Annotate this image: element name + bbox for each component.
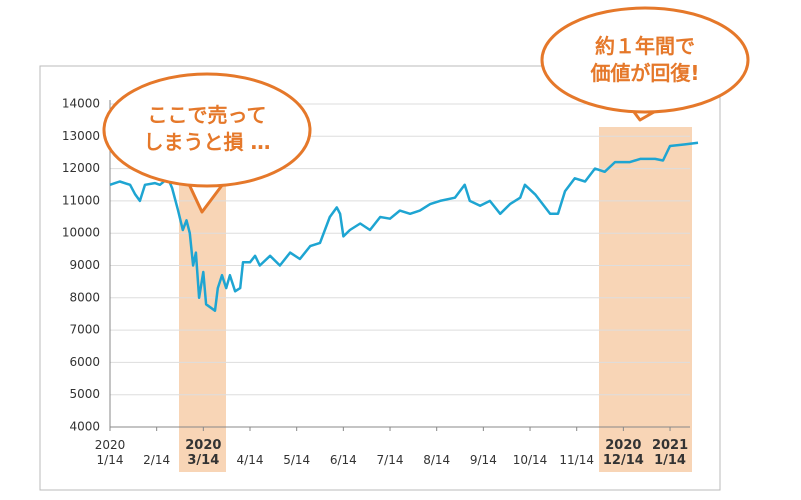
bubble: [540, 6, 750, 114]
x-tick-label: 2020 3/14: [185, 438, 222, 468]
line: [109, 141, 699, 312]
x-tick-label: 5/14: [283, 453, 311, 467]
y-tick-label: 6000: [69, 355, 100, 369]
annotation: ここで売って しまうと損 …: [143, 103, 271, 154]
x-tick-label: 2021 1/14: [651, 438, 689, 468]
x-tick-label: 11/14: [559, 453, 594, 467]
y-tick-label: 13000: [62, 129, 100, 143]
y-tick-label: 12000: [62, 161, 100, 175]
y-tick-label: 8000: [69, 290, 100, 304]
x-tick-label: 2/14: [143, 453, 171, 467]
highlight-band: [599, 127, 692, 472]
tail-cover: [180, 160, 236, 168]
x-tick-label: 6/14: [329, 453, 357, 467]
y-tick-label: 9000: [69, 258, 100, 272]
annotation: 約１年間で 価値が回復!: [590, 34, 700, 85]
x-tick-label: 7/14: [376, 453, 404, 467]
y-tick-label: 5000: [69, 387, 100, 401]
x-tick-label: 2020 1/14: [94, 438, 126, 467]
x-tick-label: 9/14: [469, 453, 497, 467]
y-tick-label: 11000: [62, 193, 100, 207]
tail-cover: [622, 96, 672, 103]
y-tick-label: 14000: [62, 97, 100, 111]
y-tick-label: 7000: [69, 323, 100, 337]
y-tick-label: 4000: [69, 420, 100, 434]
y-tick-label: 10000: [62, 226, 100, 240]
x-tick-label: 2020 12/14: [602, 438, 644, 468]
x-tick-label: 8/14: [423, 453, 451, 467]
x-tick-label: 4/14: [236, 453, 264, 467]
highlight-band: [179, 180, 226, 472]
x-tick-label: 10/14: [512, 453, 548, 467]
bubble: [102, 72, 312, 188]
